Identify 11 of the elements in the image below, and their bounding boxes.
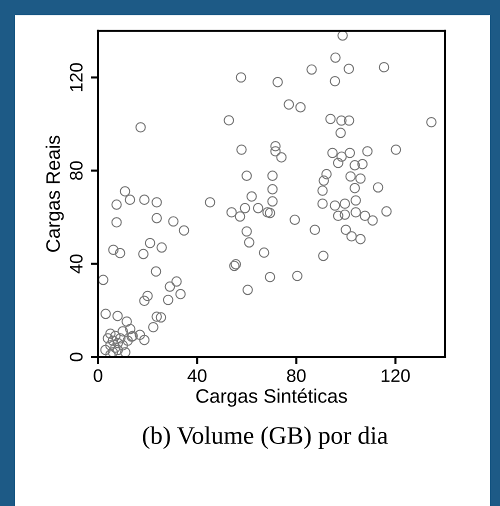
- x-tick-label: 80: [287, 369, 306, 382]
- x-tick-label: 40: [188, 369, 206, 382]
- y-tick-label: 40: [70, 254, 83, 274]
- x-axis-title: Cargas Sintéticas: [196, 388, 347, 407]
- x-tick-label: 0: [94, 369, 102, 382]
- y-tick-label: 0: [70, 352, 83, 362]
- y-tick-label: 80: [70, 161, 83, 180]
- x-tick-label: 120: [382, 369, 410, 382]
- y-axis-title: Cargas Reais: [46, 136, 64, 252]
- text: (b) Volume (GB) por dia: [142, 426, 388, 450]
- y-tick-label: 120: [70, 63, 83, 92]
